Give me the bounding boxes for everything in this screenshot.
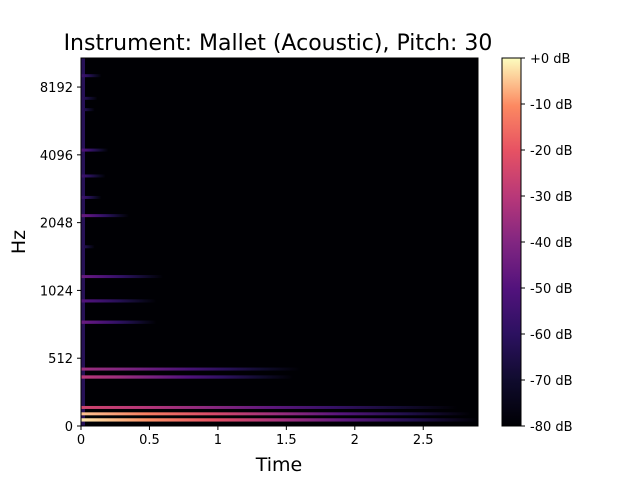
harmonic-band	[81, 367, 301, 371]
colorbar-tick-label: -50 dB	[530, 282, 573, 297]
plot-area-background	[81, 58, 478, 426]
y-tick-label: 1024	[40, 284, 73, 299]
y-tick-label: 8192	[40, 81, 73, 96]
harmonic-band	[81, 375, 294, 379]
harmonic-band	[81, 320, 157, 324]
colorbar-tick-label: -20 dB	[530, 144, 573, 159]
harmonic-band	[81, 275, 164, 279]
harmonic-band	[81, 245, 95, 249]
colorbar-tick-label: -10 dB	[530, 98, 573, 113]
harmonic-band	[81, 299, 157, 303]
harmonic-band	[81, 405, 458, 409]
harmonic-band	[81, 418, 478, 422]
spectrogram-bands	[81, 58, 478, 426]
colorbar-ticks: +0 dB -10 dB -20 dB -30 dB -40 dB -50 dB -60 d…	[521, 52, 573, 435]
x-tick-label: 0	[77, 433, 85, 448]
colorbar-tick-label: -40 dB	[530, 236, 573, 251]
y-axis-ticks: 0 512 1024 2048 4096 8192	[40, 81, 81, 435]
colorbar-tick-label: -30 dB	[530, 190, 573, 205]
colorbar-tick-label: -70 dB	[530, 374, 573, 389]
x-tick-label: 1	[214, 433, 222, 448]
harmonic-band	[81, 412, 472, 416]
y-tick-label: 2048	[40, 217, 73, 232]
x-tick-label: 0.5	[139, 433, 160, 448]
colorbar	[501, 57, 522, 427]
y-tick-label: 0	[65, 420, 73, 435]
harmonic-band	[81, 74, 102, 78]
harmonic-band	[81, 214, 129, 218]
y-tick-label: 512	[48, 352, 73, 367]
harmonic-band	[81, 174, 106, 178]
chart-title: Instrument: Mallet (Acoustic), Pitch: 30	[64, 31, 493, 56]
x-tick-label: 2	[351, 433, 359, 448]
harmonic-band	[81, 96, 98, 100]
plot-frame	[80, 57, 479, 427]
x-tick-label: 2.5	[413, 433, 434, 448]
harmonic-band	[81, 148, 109, 152]
y-axis-label: Hz	[8, 230, 30, 254]
harmonic-band	[81, 108, 95, 112]
y-tick-label: 4096	[40, 149, 73, 164]
x-axis-ticks: 0 0.5 1 1.5 2 2.5	[77, 426, 434, 448]
colorbar-tick-label: -60 dB	[530, 328, 573, 343]
x-tick-label: 1.5	[276, 433, 297, 448]
harmonic-band	[81, 195, 102, 199]
colorbar-tick-label: -80 dB	[530, 420, 573, 435]
colorbar-tick-label: +0 dB	[530, 52, 570, 67]
onset-column	[81, 58, 85, 426]
x-axis-label: Time	[255, 454, 303, 476]
